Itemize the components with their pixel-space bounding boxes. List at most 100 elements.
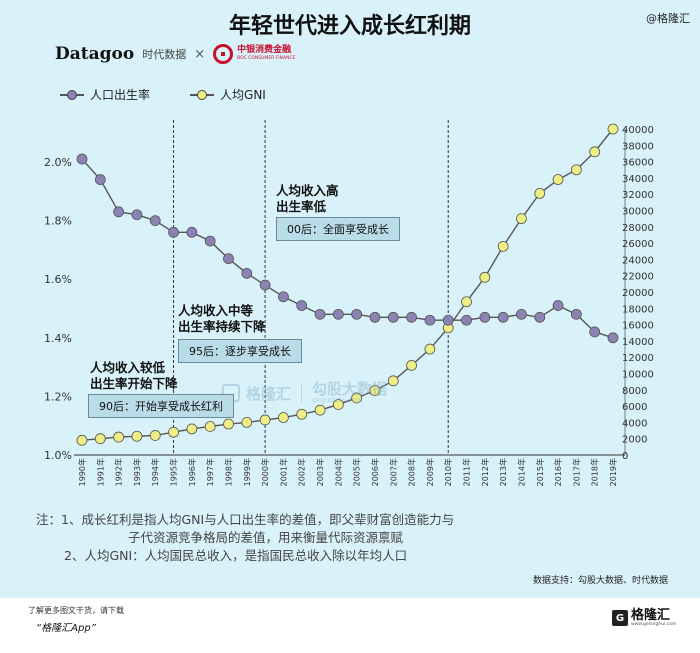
x-tick-label: 1996年 xyxy=(187,458,197,486)
birth-rate-point xyxy=(259,279,271,291)
x-tick-label: 1995年 xyxy=(169,458,179,486)
x-tick-label: 1992年 xyxy=(114,458,124,486)
birth-rate-point xyxy=(241,267,253,279)
x-tick-label: 2009年 xyxy=(425,458,435,486)
birth-rate-point xyxy=(461,314,472,326)
gni-point xyxy=(516,213,527,225)
series-line-birth-rate xyxy=(81,158,614,339)
boc-name-en: BOC CONSUMER FINANCE xyxy=(237,56,296,62)
legend-gni-marker xyxy=(190,89,215,100)
birth-rate-point xyxy=(351,308,363,320)
y-right-tick-label: 2000 xyxy=(622,435,647,446)
annotation-00s-box: 00后：全面享受成长 xyxy=(276,217,400,241)
gni-point xyxy=(186,423,198,435)
gni-point xyxy=(534,187,546,199)
x-tick-label: 2008年 xyxy=(407,458,417,486)
gni-point xyxy=(332,399,344,410)
x-tick-label: 2013年 xyxy=(498,458,508,486)
gni-point xyxy=(149,430,161,441)
x-tick-label: 1998年 xyxy=(223,458,233,486)
x-tick-label: 2001年 xyxy=(278,458,288,486)
y-right-tick-label: 32000 xyxy=(622,190,654,201)
watermark: 格隆汇 勾股大数据 gogudata.com xyxy=(222,382,387,404)
line-chart: 1.0% 1.2% 1.4% 1.6% 1.8% 2.0% 0 2000 4000 6000 800… xyxy=(44,120,654,486)
gni-point xyxy=(479,271,491,283)
y-left-tick-label: 1.6% xyxy=(44,273,72,286)
gni-point xyxy=(369,385,381,397)
x-tick-label: 2017年 xyxy=(571,458,581,486)
top-credit: @格隆汇 xyxy=(646,12,690,25)
birth-rate-point xyxy=(223,253,234,265)
x-tick-label: 1993年 xyxy=(132,458,142,486)
x-tick-label: 2016年 xyxy=(553,458,563,486)
boc-logo: 中银消费金融 BOC CONSUMER FINANCE xyxy=(213,44,295,64)
legend-birth-rate: 人口出生率 xyxy=(60,86,150,103)
x-tick-label: 1994年 xyxy=(150,458,160,486)
x-tick-label: 2006年 xyxy=(370,458,380,486)
gni-point xyxy=(351,392,363,404)
y-right-tick-label: 6000 xyxy=(622,402,647,413)
birth-rate-point xyxy=(497,311,509,323)
x-tick-label: 1990年 xyxy=(77,458,87,486)
x-tick-label: 2007年 xyxy=(388,458,398,486)
annotation-00s-line1: 人均收入高 xyxy=(276,183,339,198)
footer-logo-text: 格隆汇 xyxy=(631,608,671,623)
gelonghui-logo-icon: G xyxy=(612,610,628,627)
birth-rate-point xyxy=(387,311,399,323)
birth-rate-point xyxy=(424,314,436,326)
birth-rate-point xyxy=(94,174,106,185)
birth-rate-point xyxy=(332,308,344,320)
y-right-tick-label: 30000 xyxy=(622,207,654,218)
y-right-tick-label: 18000 xyxy=(622,304,654,315)
birth-rate-point xyxy=(131,209,143,221)
gni-point xyxy=(607,123,619,135)
x-tick-label: 2011年 xyxy=(462,458,472,486)
birth-rate-point xyxy=(149,215,161,227)
y-right-tick-label: 0 xyxy=(622,451,628,462)
annotation-90s: 人均收入较低 出生率开始下降 xyxy=(90,360,178,392)
x-tick-label: 2018年 xyxy=(590,458,600,486)
gni-point xyxy=(259,414,271,426)
birth-rate-point xyxy=(278,291,289,303)
birth-rate-point xyxy=(534,311,546,323)
annotation-00s-line2: 出生率低 xyxy=(276,199,327,214)
annotation-00s: 人均收入高 出生率低 xyxy=(276,183,339,215)
annotation-95s-box: 95后：逐步享受成长 xyxy=(178,339,302,363)
gni-point xyxy=(589,146,601,158)
datagoo-logo: Datagoo xyxy=(55,44,135,64)
gni-point xyxy=(406,359,417,371)
y-left-tick-label: 1.0% xyxy=(44,449,72,462)
birth-rate-point xyxy=(589,326,601,338)
y-right-tick-label: 24000 xyxy=(622,255,654,266)
gni-point xyxy=(168,426,179,438)
notes: 注：1、成长红利是指人均GNI与人口出生率的差值，即父辈财富创造能力与 子代资源… xyxy=(36,511,454,565)
x-tick-label: 2015年 xyxy=(535,458,545,486)
y-right-tick-label: 12000 xyxy=(622,353,654,364)
y-left-tick-label: 1.2% xyxy=(44,390,72,403)
x-tick-label: 2012年 xyxy=(480,458,490,486)
annotation-95s: 人均收入中等 出生率持续下降 xyxy=(178,303,266,335)
x-tick-label: 1999年 xyxy=(242,458,252,486)
x-tick-label: 2010年 xyxy=(443,458,453,486)
annotation-90s-line2: 出生率开始下降 xyxy=(90,376,178,391)
gni-point xyxy=(278,412,289,423)
birth-rate-point xyxy=(479,311,491,323)
gni-point xyxy=(296,408,308,420)
x-tick-label: 2004年 xyxy=(333,458,343,486)
gni-point xyxy=(76,434,88,446)
y-right-tick-label: 14000 xyxy=(622,337,654,348)
gni-point xyxy=(223,418,234,430)
watermark-cn: 格隆汇 xyxy=(246,384,292,403)
x-tick-label: 2000年 xyxy=(260,458,270,486)
legend: 人口出生率 人均GNI xyxy=(60,86,266,103)
y-right-tick-label: 28000 xyxy=(622,223,654,234)
x-tick-label: 2014年 xyxy=(516,458,526,486)
gni-point xyxy=(387,375,399,387)
birth-rate-point xyxy=(552,300,564,311)
boc-name: 中银消费金融 xyxy=(237,45,292,56)
y-right-tick-label: 26000 xyxy=(622,239,654,250)
birth-rate-point xyxy=(314,308,326,320)
datagoo-cn-name: 时代数据 xyxy=(142,48,187,61)
y-right-tick-label: 16000 xyxy=(622,321,654,332)
y-left-tick-label: 1.8% xyxy=(44,215,72,228)
